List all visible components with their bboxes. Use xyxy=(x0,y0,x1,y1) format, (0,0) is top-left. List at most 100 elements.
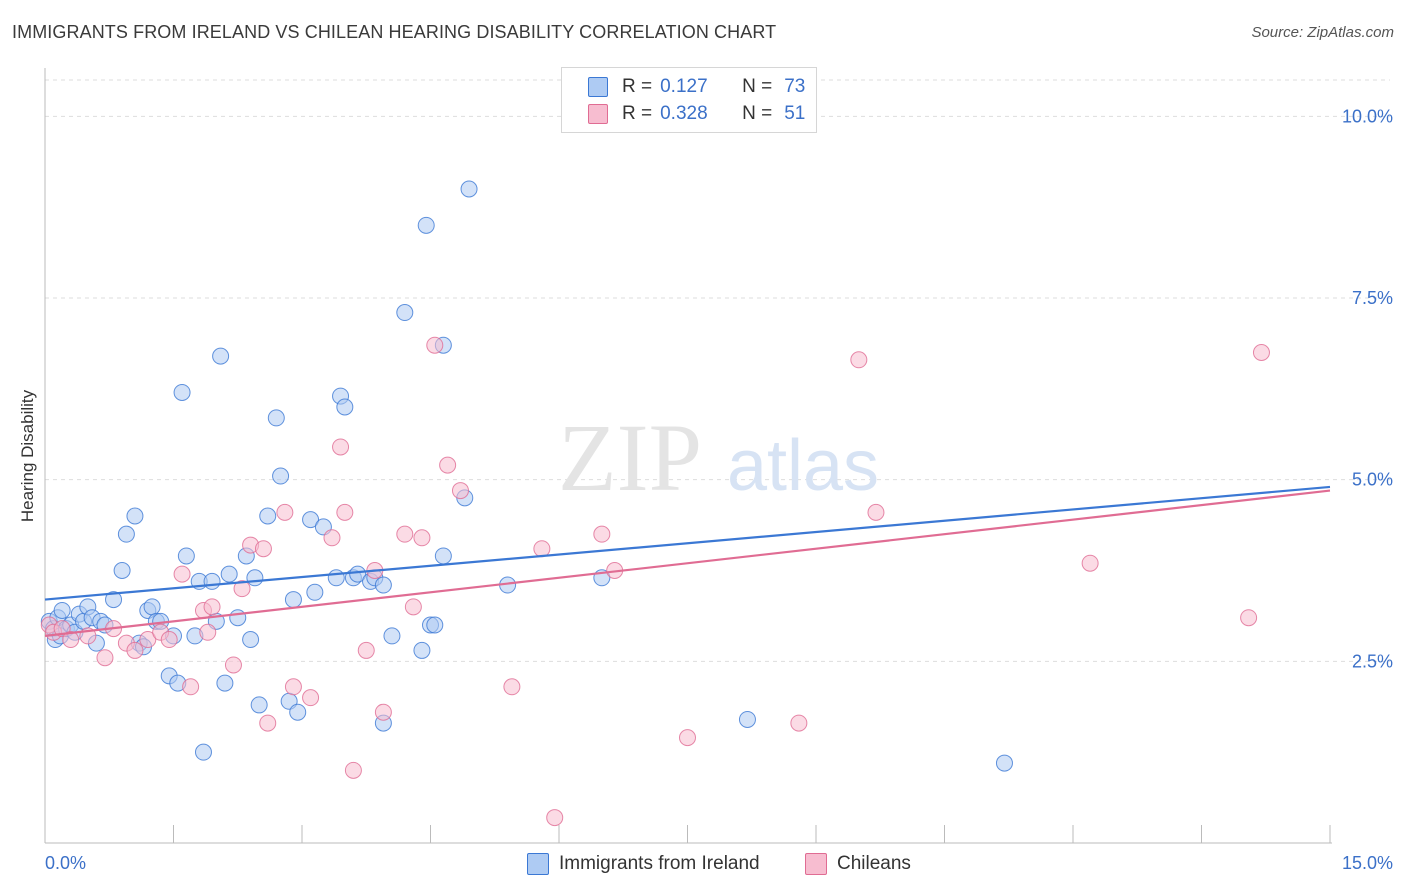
point-chileans xyxy=(867,503,885,521)
point-ireland xyxy=(117,525,135,543)
point-ireland xyxy=(113,562,131,579)
watermark: ZIP atlas xyxy=(558,404,879,511)
y-axis-title: Hearing Disability xyxy=(18,389,37,523)
point-chileans xyxy=(336,503,354,521)
point-chileans xyxy=(344,761,362,779)
point-chileans xyxy=(1240,609,1258,627)
point-chileans xyxy=(451,482,469,500)
point-chileans xyxy=(790,714,808,732)
watermark-zip: ZIP xyxy=(558,404,702,511)
axes xyxy=(44,68,1332,844)
legend-n-value: 73 xyxy=(784,76,806,97)
bottom-legend-chileans: Chileans xyxy=(805,851,911,877)
point-chileans xyxy=(203,598,221,616)
point-chileans xyxy=(96,649,114,667)
point-ireland xyxy=(203,572,221,590)
point-chileans xyxy=(396,525,414,543)
point-ireland xyxy=(738,710,756,728)
y-tick-label: 2.5% xyxy=(1352,651,1393,671)
point-ireland xyxy=(212,347,230,365)
point-ireland xyxy=(336,398,354,416)
point-ireland xyxy=(216,674,234,692)
point-chileans xyxy=(126,641,144,659)
legend-n-label: N = xyxy=(742,103,773,124)
y-tick-label: 10.0% xyxy=(1342,106,1393,126)
point-ireland xyxy=(220,565,238,583)
point-ireland xyxy=(417,216,435,234)
legend-row-chileans: R = 0.328 N = 51 xyxy=(588,101,805,127)
trend-line-chileans xyxy=(44,489,1331,637)
series-chileans-points xyxy=(40,336,1270,827)
point-chileans xyxy=(182,678,200,696)
point-chileans xyxy=(139,631,157,649)
point-chileans xyxy=(332,438,350,456)
tick-labels: 2.5% 5.0% 7.5% 10.0% 0.0% 15.0% xyxy=(45,106,1393,873)
trend-line-ireland xyxy=(44,485,1331,601)
chart-source: Source: ZipAtlas.com xyxy=(1251,24,1394,41)
bottom-legend-label-chileans: Chileans xyxy=(837,853,911,874)
legend-r-value: 0.127 xyxy=(660,76,708,97)
point-chileans xyxy=(357,641,375,659)
legend-r-label: R = xyxy=(622,76,653,97)
point-chileans xyxy=(160,631,178,649)
y-tick-label: 5.0% xyxy=(1352,470,1393,490)
point-chileans xyxy=(276,503,294,521)
grid-lines xyxy=(45,79,1390,662)
point-chileans xyxy=(439,456,457,474)
point-ireland xyxy=(374,576,392,594)
point-chileans xyxy=(593,525,611,543)
point-chileans xyxy=(850,351,868,369)
point-ireland xyxy=(327,569,345,587)
watermark-atlas: atlas xyxy=(727,426,879,506)
legend-r-label: R = xyxy=(622,103,653,124)
bottom-legend-label-ireland: Immigrants from Ireland xyxy=(559,853,760,874)
point-chileans xyxy=(1252,344,1270,361)
point-ireland xyxy=(426,616,444,634)
point-ireland xyxy=(289,703,307,721)
point-ireland xyxy=(105,591,123,609)
point-ireland xyxy=(143,598,161,616)
y-tick-label: 7.5% xyxy=(1352,288,1393,308)
point-ireland xyxy=(267,409,285,427)
point-ireland xyxy=(250,696,268,714)
point-chileans xyxy=(679,729,696,747)
trend-lines xyxy=(44,485,1331,637)
point-ireland xyxy=(284,591,302,609)
point-ireland xyxy=(396,304,414,322)
legend-r-value: 0.328 xyxy=(660,103,708,124)
chart-title: IMMIGRANTS FROM IRELAND VS CHILEAN HEARI… xyxy=(12,22,777,42)
point-ireland xyxy=(173,383,191,401)
point-chileans xyxy=(199,623,217,641)
point-chileans xyxy=(533,540,551,558)
point-chileans xyxy=(1081,554,1099,572)
point-chileans xyxy=(302,689,320,707)
x-tick-label: 0.0% xyxy=(45,853,86,873)
point-chileans xyxy=(426,336,444,354)
legend-row-ireland: R = 0.127 N = 73 xyxy=(588,74,805,100)
point-ireland xyxy=(302,511,320,529)
bottom-legend-ireland: Immigrants from Ireland xyxy=(527,851,760,877)
x-tick-label: 15.0% xyxy=(1342,853,1393,873)
point-ireland xyxy=(413,641,431,659)
bottom-legend-swatch-ireland xyxy=(527,853,549,875)
point-chileans xyxy=(254,540,272,558)
point-chileans xyxy=(546,809,564,827)
legend-swatch-ireland xyxy=(588,77,608,97)
point-chileans xyxy=(323,529,341,547)
point-ireland xyxy=(349,565,367,583)
point-ireland xyxy=(272,467,290,485)
point-chileans xyxy=(233,580,251,598)
point-ireland xyxy=(259,507,277,525)
point-ireland xyxy=(434,547,452,565)
point-chileans xyxy=(503,678,521,696)
point-ireland xyxy=(995,754,1013,772)
point-ireland xyxy=(460,180,478,198)
legend-n-value: 51 xyxy=(784,103,806,124)
point-chileans xyxy=(173,565,191,583)
point-chileans xyxy=(374,703,392,721)
legend-swatch-chileans xyxy=(588,104,608,124)
point-chileans xyxy=(224,656,242,674)
point-chileans xyxy=(413,529,431,547)
point-ireland xyxy=(306,583,324,601)
